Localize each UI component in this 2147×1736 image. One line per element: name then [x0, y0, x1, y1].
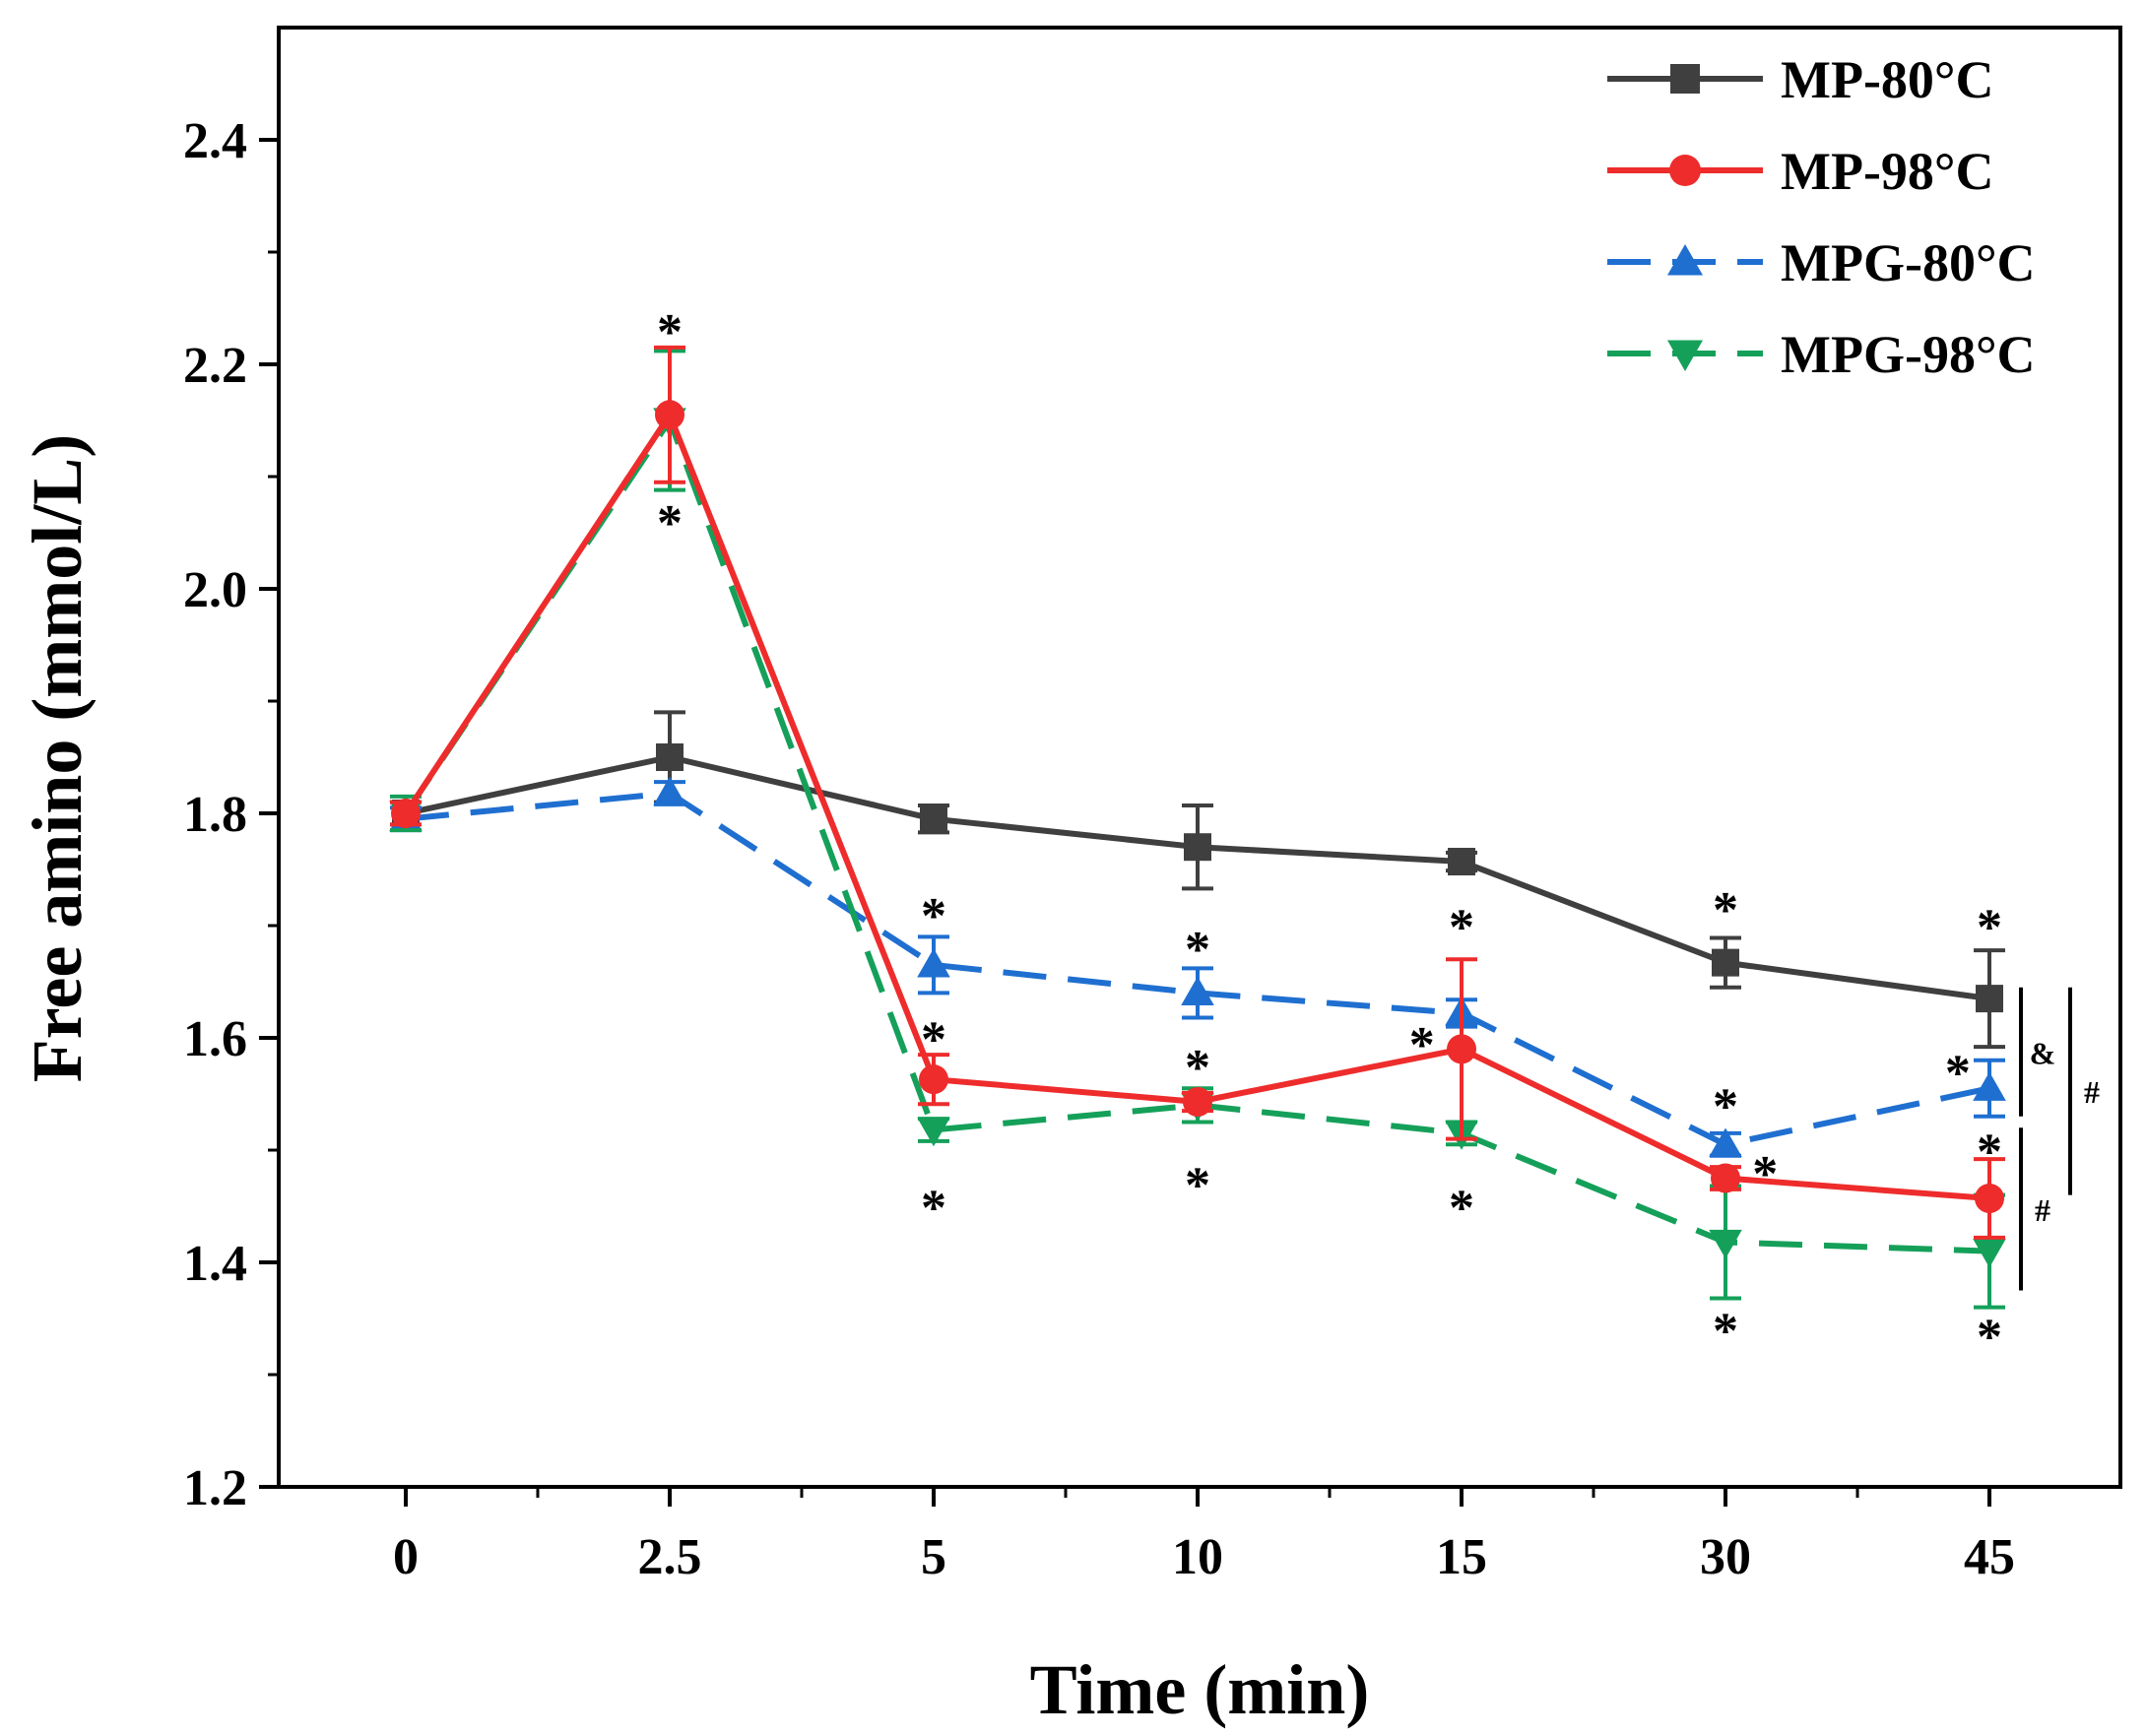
- significance-asterisk: *: [657, 304, 683, 360]
- legend-label: MP-98°C: [1781, 142, 1994, 201]
- significance-asterisk: *: [1945, 1046, 1971, 1102]
- significance-asterisk: *: [1977, 899, 2002, 955]
- data-point-mpg-98-c: [1709, 1229, 1742, 1259]
- significance-asterisk: *: [1752, 1146, 1778, 1202]
- legend-item-mpg-98-c: MPG-98°C: [1607, 325, 2036, 384]
- significance-bracket-symbol: &: [2030, 1035, 2056, 1070]
- data-point-mp-80-c: [1976, 985, 2003, 1013]
- x-tick-label: 10: [1172, 1529, 1223, 1585]
- legend-marker: [1667, 340, 1703, 371]
- y-tick-label: 2.2: [183, 338, 247, 394]
- data-point-mpg-80-c: [1709, 1127, 1742, 1157]
- data-point-mp-80-c: [1712, 948, 1739, 977]
- significance-asterisk: *: [1713, 1304, 1738, 1360]
- y-axis-title: Free amino (mmol/L): [18, 434, 97, 1083]
- data-point-mp-98-c: [1183, 1086, 1212, 1117]
- data-point-mpg-80-c: [917, 948, 950, 978]
- significance-asterisk: *: [921, 1011, 946, 1067]
- series-mp-98-c: [390, 345, 2005, 1240]
- data-point-mp-80-c: [1448, 848, 1475, 876]
- significance-asterisk: *: [921, 1180, 946, 1236]
- significance-bracket-symbol: #: [2035, 1192, 2050, 1228]
- y-tick-label: 1.4: [183, 1236, 247, 1292]
- legend-marker: [1669, 155, 1701, 186]
- y-tick-label: 1.8: [183, 787, 247, 843]
- x-tick-label: 0: [393, 1529, 419, 1585]
- x-tick-label: 2.5: [638, 1529, 702, 1585]
- data-point-mp-98-c: [1975, 1184, 2004, 1214]
- data-point-mp-98-c: [1447, 1034, 1476, 1064]
- data-point-mpg-80-c: [1973, 1071, 2006, 1101]
- legend-label: MPG-98°C: [1781, 325, 2036, 384]
- ticks-group: 1.2 1.4 1.6 1.8 2.0 2.2 2.4 0 2.5 5 10 15 30 45: [183, 113, 2015, 1585]
- legend-item-mpg-80-c: MPG-80°C: [1607, 233, 2036, 292]
- data-point-mp-98-c: [391, 799, 421, 828]
- significance-asterisk: *: [1449, 899, 1474, 955]
- legend-item-mp-98-c: MP-98°C: [1607, 142, 1994, 201]
- significance-asterisk: *: [1977, 1124, 2002, 1180]
- x-tick-label: 45: [1964, 1529, 2015, 1585]
- significance-asterisk: *: [1713, 1079, 1738, 1135]
- y-tick-label: 2.0: [183, 562, 247, 618]
- data-point-mp-80-c: [920, 804, 947, 833]
- data-point-mp-98-c: [655, 400, 684, 430]
- x-tick-label: 15: [1436, 1529, 1487, 1585]
- significance-bracket-symbol: #: [2084, 1074, 2100, 1110]
- significance-asterisk: *: [1977, 1309, 2002, 1365]
- significance-asterisk: *: [921, 888, 946, 944]
- legend-label: MPG-80°C: [1781, 233, 2036, 292]
- data-point-mp-98-c: [1711, 1163, 1740, 1193]
- data-point-mpg-98-c: [917, 1117, 950, 1147]
- data-point-mpg-80-c: [653, 776, 686, 806]
- legend-marker: [1670, 64, 1700, 94]
- legend-label: MP-80°C: [1781, 50, 1994, 109]
- significance-asterisk: *: [1449, 1180, 1474, 1236]
- data-point-mpg-98-c: [1973, 1239, 2006, 1268]
- legend-item-mp-80-c: MP-80°C: [1607, 50, 1994, 109]
- significance-asterisk: *: [1409, 1017, 1435, 1073]
- data-point-mp-80-c: [1184, 833, 1211, 862]
- significance-asterisk: *: [1713, 882, 1738, 938]
- y-tick-label: 1.6: [183, 1011, 247, 1067]
- significance-asterisk: *: [1185, 922, 1210, 978]
- significance-asterisk: *: [1185, 1040, 1210, 1096]
- x-axis-title: Time (min): [1030, 1650, 1370, 1729]
- y-tick-label: 2.4: [183, 113, 247, 169]
- data-point-mpg-80-c: [1181, 976, 1214, 1005]
- legend: MP-80°C MP-98°C MPG-80°C MPG-98°C: [1607, 50, 2036, 384]
- legend-marker: [1667, 244, 1703, 276]
- significance-asterisk: *: [1185, 1158, 1210, 1214]
- annotations-group: *******************&##: [657, 304, 2100, 1365]
- x-tick-label: 5: [921, 1529, 946, 1585]
- y-tick-label: 1.2: [183, 1460, 247, 1516]
- series-group: [389, 345, 2006, 1310]
- data-point-mp-98-c: [919, 1064, 948, 1095]
- significance-asterisk: *: [657, 495, 683, 551]
- x-tick-label: 30: [1700, 1529, 1751, 1585]
- data-point-mp-80-c: [656, 743, 683, 771]
